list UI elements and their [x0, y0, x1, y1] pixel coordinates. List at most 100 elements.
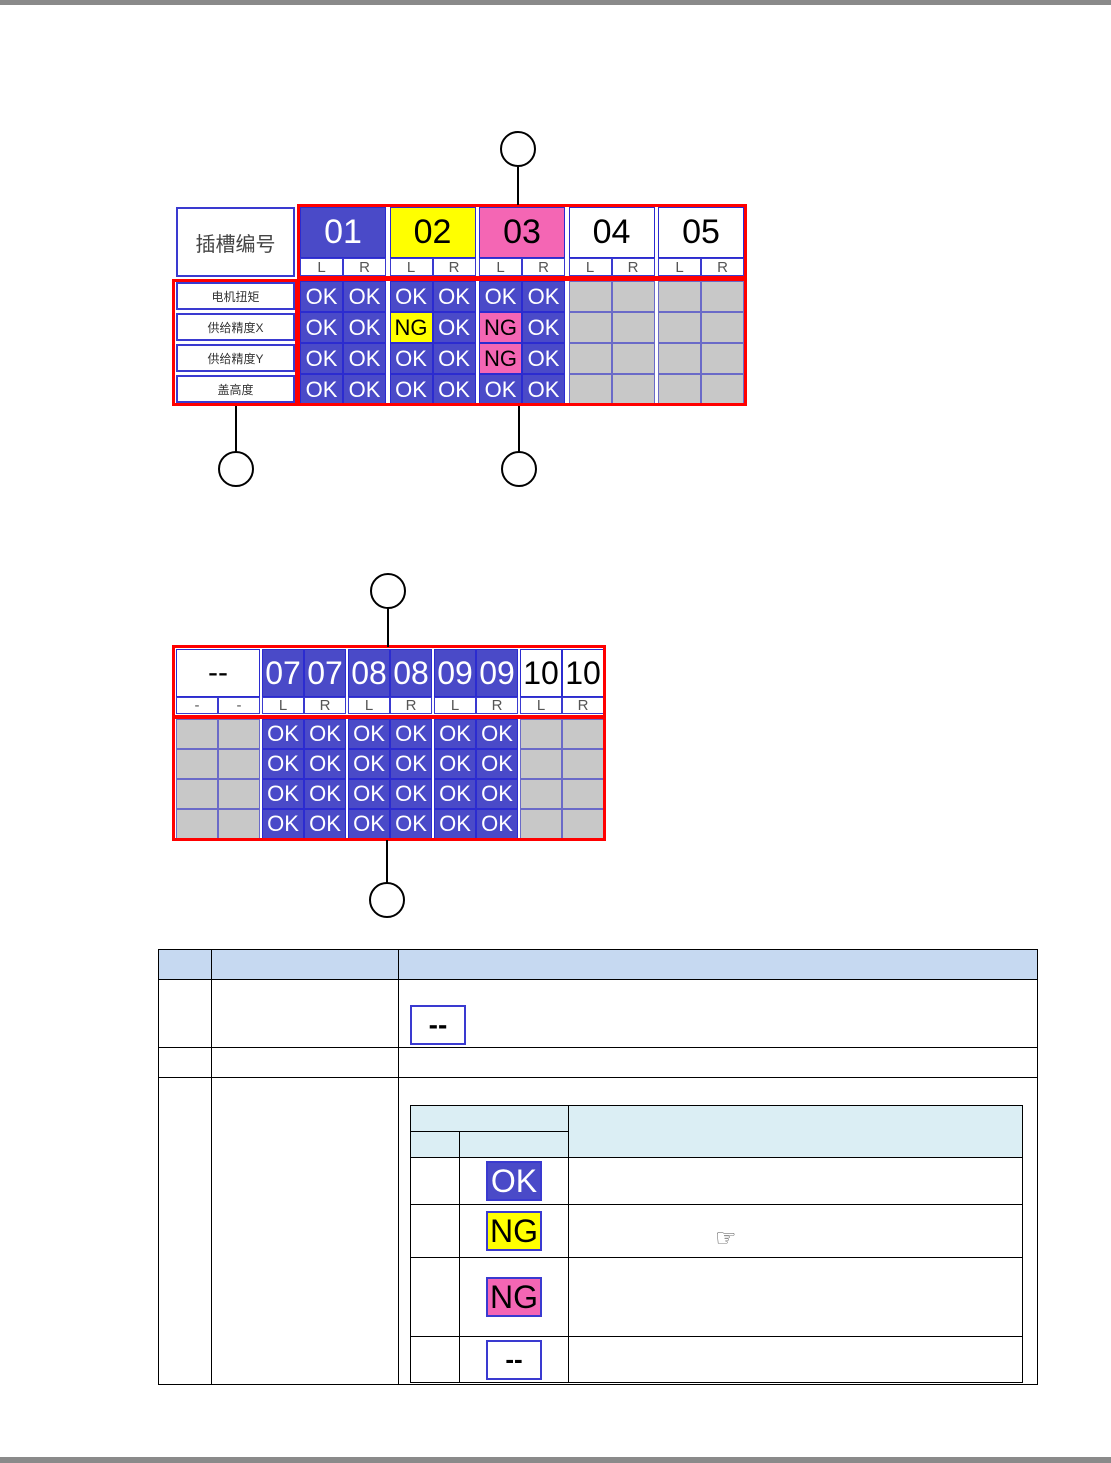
callout-circle — [218, 451, 254, 487]
result-cell: OK — [522, 374, 565, 405]
result-cell: OK — [434, 749, 476, 779]
result-cell: OK — [389, 281, 433, 312]
result-cell: OK — [304, 779, 346, 809]
table-row: -- — [158, 979, 1038, 1048]
explanation-table: -- OK NG ☞ NG -- — [158, 949, 1038, 1385]
result-cell: OK — [432, 312, 476, 343]
empty-cell — [520, 719, 562, 749]
result-cell: OK — [390, 779, 432, 809]
result-cell: OK — [522, 281, 565, 312]
callout-line — [386, 840, 388, 884]
result-cell: OK — [343, 343, 386, 374]
empty-cell — [611, 281, 655, 312]
result-cell: OK — [348, 779, 390, 809]
result-cell: OK — [348, 719, 390, 749]
legend-table: OK NG ☞ NG -- — [410, 1105, 1023, 1383]
table-row: OK NG ☞ NG -- — [158, 1077, 1038, 1385]
legend-row-ok: OK — [410, 1157, 1023, 1205]
side-label: R — [611, 258, 655, 276]
result-cell: OK — [390, 809, 432, 839]
slot-number-08: 08 — [390, 649, 432, 697]
callout-line — [517, 167, 519, 205]
empty-cell — [701, 312, 744, 343]
empty-cell — [611, 312, 655, 343]
result-cell: OK — [343, 281, 386, 312]
side-label: L — [568, 258, 612, 276]
empty-cell — [568, 343, 612, 374]
side-label: - — [218, 697, 260, 714]
side-label: R — [432, 258, 476, 276]
side-label: L — [262, 697, 304, 714]
side-label: L — [348, 697, 390, 714]
slot-number-03: 03 — [479, 207, 565, 258]
result-cell: OK — [262, 749, 304, 779]
slot-number-none: -- — [176, 649, 260, 697]
result-cell: NG — [479, 312, 522, 343]
result-cell: OK — [432, 281, 476, 312]
slot-number-07: 07 — [262, 649, 304, 697]
empty-cell — [568, 374, 612, 405]
callout-box-slot-header — [172, 645, 606, 718]
empty-cell — [520, 749, 562, 779]
result-cell: OK — [348, 809, 390, 839]
callout-circle — [370, 573, 406, 609]
ng-yellow-badge: NG — [486, 1211, 542, 1251]
result-cell: OK — [434, 809, 476, 839]
side-label: R — [390, 697, 432, 714]
result-cell: OK — [434, 719, 476, 749]
empty-cell — [658, 281, 701, 312]
table-row — [158, 1047, 1038, 1078]
result-cell: OK — [304, 809, 346, 839]
slot-number-10: 10 — [520, 649, 562, 697]
slot-number-10: 10 — [562, 649, 604, 697]
result-cell: OK — [390, 749, 432, 779]
result-cell: OK — [343, 374, 386, 405]
dash-badge: -- — [486, 1339, 542, 1380]
side-label: R — [701, 258, 744, 276]
row-label: 电机扭矩 — [176, 282, 295, 310]
top-border — [0, 0, 1111, 5]
side-label: R — [562, 697, 604, 714]
callout-box-row-labels — [172, 279, 298, 406]
result-cell: OK — [479, 281, 522, 312]
slot-number-09: 09 — [476, 649, 518, 697]
result-cell: OK — [434, 779, 476, 809]
empty-cell — [658, 374, 701, 405]
empty-cell — [701, 343, 744, 374]
callout-box-results — [172, 716, 606, 841]
dash-badge: -- — [410, 1005, 466, 1045]
callout-line — [387, 607, 389, 647]
empty-cell — [218, 719, 260, 749]
result-cell: OK — [262, 779, 304, 809]
row-label: 盖高度 — [176, 375, 295, 403]
side-label: R — [522, 258, 565, 276]
result-cell: OK — [476, 749, 518, 779]
callout-box-slot-header — [297, 204, 747, 279]
empty-cell — [568, 281, 612, 312]
result-cell: OK — [390, 719, 432, 749]
result-cell: OK — [343, 312, 386, 343]
table-header-row — [158, 949, 1038, 980]
callout-circle — [501, 451, 537, 487]
side-label: L — [520, 697, 562, 714]
empty-cell — [562, 779, 604, 809]
side-label: L — [479, 258, 522, 276]
empty-cell — [218, 779, 260, 809]
empty-cell — [218, 809, 260, 839]
row-label: 供给精度X — [176, 313, 295, 341]
legend-row-ng-pink: NG — [410, 1257, 1023, 1337]
result-cell: OK — [300, 312, 343, 343]
result-cell: OK — [348, 749, 390, 779]
callout-line — [518, 406, 520, 452]
side-label: - — [176, 697, 218, 714]
empty-cell — [562, 749, 604, 779]
side-label: R — [343, 258, 386, 276]
callout-circle — [500, 131, 536, 167]
callout-box-results — [297, 278, 747, 406]
slot-number-02: 02 — [389, 207, 476, 258]
empty-cell — [568, 312, 612, 343]
empty-cell — [176, 779, 218, 809]
result-cell: OK — [304, 719, 346, 749]
side-label: L — [300, 258, 343, 276]
